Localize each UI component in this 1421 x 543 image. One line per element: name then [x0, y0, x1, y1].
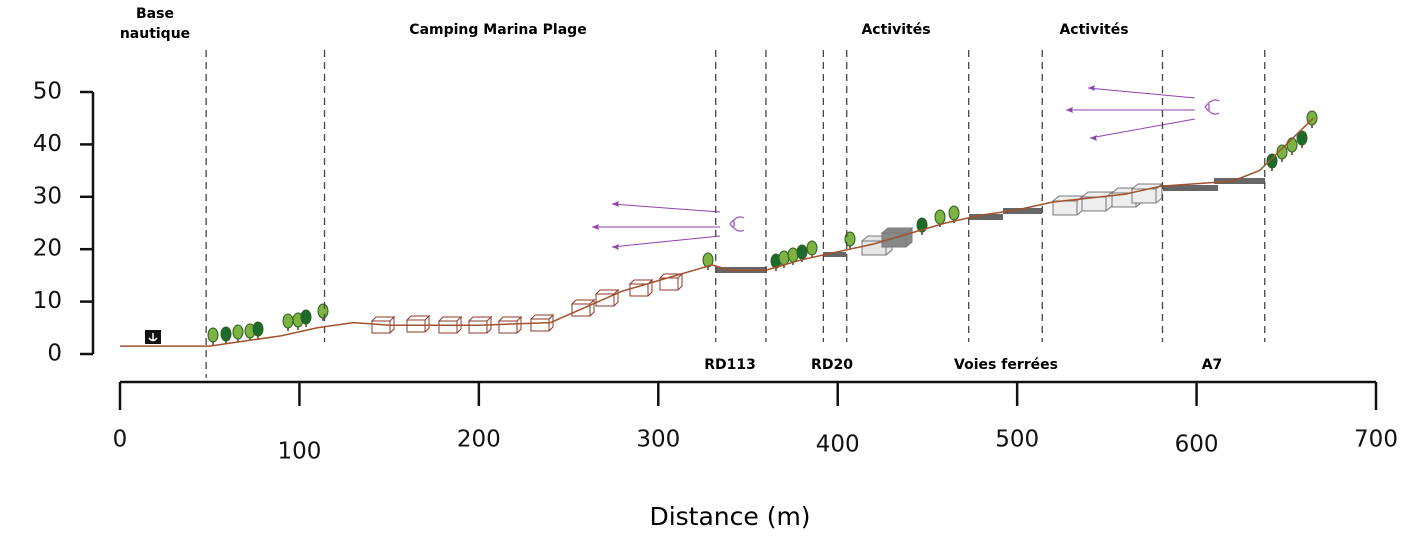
- eye: [729, 216, 745, 232]
- region-label: RD20: [811, 357, 853, 373]
- region-label: Camping Marina Plage: [409, 22, 587, 38]
- arrow-head: [612, 201, 619, 207]
- y-tick-label: 10: [33, 288, 62, 314]
- x-tick-label: 100: [277, 439, 321, 465]
- tree: [220, 326, 232, 342]
- x-tick-label: 700: [1354, 427, 1398, 453]
- region-label: Activités: [1059, 22, 1129, 38]
- tree: [232, 324, 244, 340]
- region-label: A7: [1201, 357, 1223, 373]
- tree: [207, 327, 219, 343]
- motorway: [1163, 185, 1218, 191]
- tree: [778, 250, 790, 266]
- region-label: RD113: [704, 357, 756, 373]
- arrow-head: [612, 244, 619, 250]
- y-tick-label: 40: [33, 131, 62, 157]
- y-tick-label: 20: [33, 236, 62, 262]
- railway: [1003, 208, 1042, 214]
- tree: [1266, 153, 1278, 169]
- tree: [948, 205, 960, 221]
- tree: [317, 303, 329, 319]
- region-label: Activités: [861, 22, 931, 38]
- eye: [1204, 99, 1220, 115]
- tree: [787, 247, 799, 263]
- view-arrow: [611, 235, 721, 248]
- road: [823, 252, 846, 257]
- x-tick-label: 500: [995, 427, 1039, 453]
- x-tick-label: 400: [816, 432, 860, 458]
- house: [405, 314, 431, 333]
- tree: [282, 313, 294, 329]
- decorations: [145, 85, 1318, 345]
- x-tick-label: 300: [636, 427, 680, 453]
- building: [1080, 190, 1114, 212]
- view-arrow: [611, 203, 721, 213]
- x-tick-label: 0: [113, 427, 128, 453]
- arrow-head: [1090, 135, 1097, 141]
- railway: [969, 214, 1003, 220]
- house: [497, 315, 523, 334]
- x-axis-label: Distance (m): [649, 502, 810, 531]
- view-arrow: [1089, 118, 1196, 139]
- y-tick-label: 30: [33, 183, 62, 209]
- tree: [844, 231, 856, 247]
- tree: [934, 209, 946, 225]
- tree: [702, 252, 714, 268]
- arrow-head: [1066, 107, 1073, 113]
- tree: [252, 321, 264, 337]
- arrow-head: [592, 224, 599, 230]
- tree: [1296, 130, 1308, 146]
- motorway: [1214, 178, 1265, 184]
- tree: [1286, 137, 1298, 153]
- anchor-glyph: [148, 333, 158, 342]
- view-arrow: [1087, 87, 1196, 99]
- tree: [1276, 144, 1288, 160]
- tree: [300, 309, 312, 325]
- y-tick-label: 0: [47, 341, 62, 367]
- region-label: Base nautique: [119, 6, 191, 42]
- y-tick-label: 50: [33, 79, 62, 105]
- arrow-head: [1088, 85, 1095, 91]
- tree: [796, 244, 808, 260]
- tree: [806, 240, 818, 256]
- terrain-profile: [120, 117, 1314, 347]
- x-tick-label: 600: [1175, 432, 1219, 458]
- x-tick-label: 200: [457, 427, 501, 453]
- region-label: Voies ferrées: [954, 357, 1058, 373]
